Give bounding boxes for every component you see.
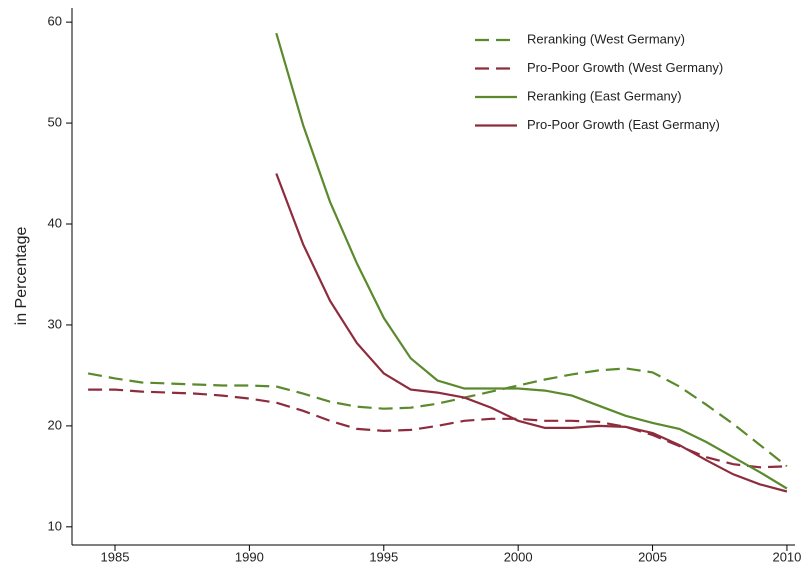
y-tick-label: 60 [48,14,62,29]
legend-label: Reranking (West Germany) [527,31,685,46]
legend-label: Pro-Poor Growth (East Germany) [527,117,720,132]
series-line [87,367,788,468]
series-line [275,32,788,490]
x-tick-label: 2010 [772,549,801,564]
x-tick-label: 1995 [369,549,398,564]
series-line [275,173,788,493]
y-tick-label: 50 [48,115,62,130]
legend-label: Reranking (East Germany) [527,88,682,103]
x-tick-label: 1985 [101,549,130,564]
x-tick-label: 2005 [638,549,667,564]
y-tick-label: 40 [48,215,62,230]
y-tick-label: 20 [48,417,62,432]
x-tick-label: 1990 [235,549,264,564]
x-tick-label: 2000 [504,549,533,564]
series-line [88,388,787,469]
y-tick-label: 30 [48,316,62,331]
legend-label: Pro-Poor Growth (West Germany) [527,60,723,75]
y-tick-label: 10 [48,518,62,533]
y-axis-title: in Percentage [13,227,30,326]
